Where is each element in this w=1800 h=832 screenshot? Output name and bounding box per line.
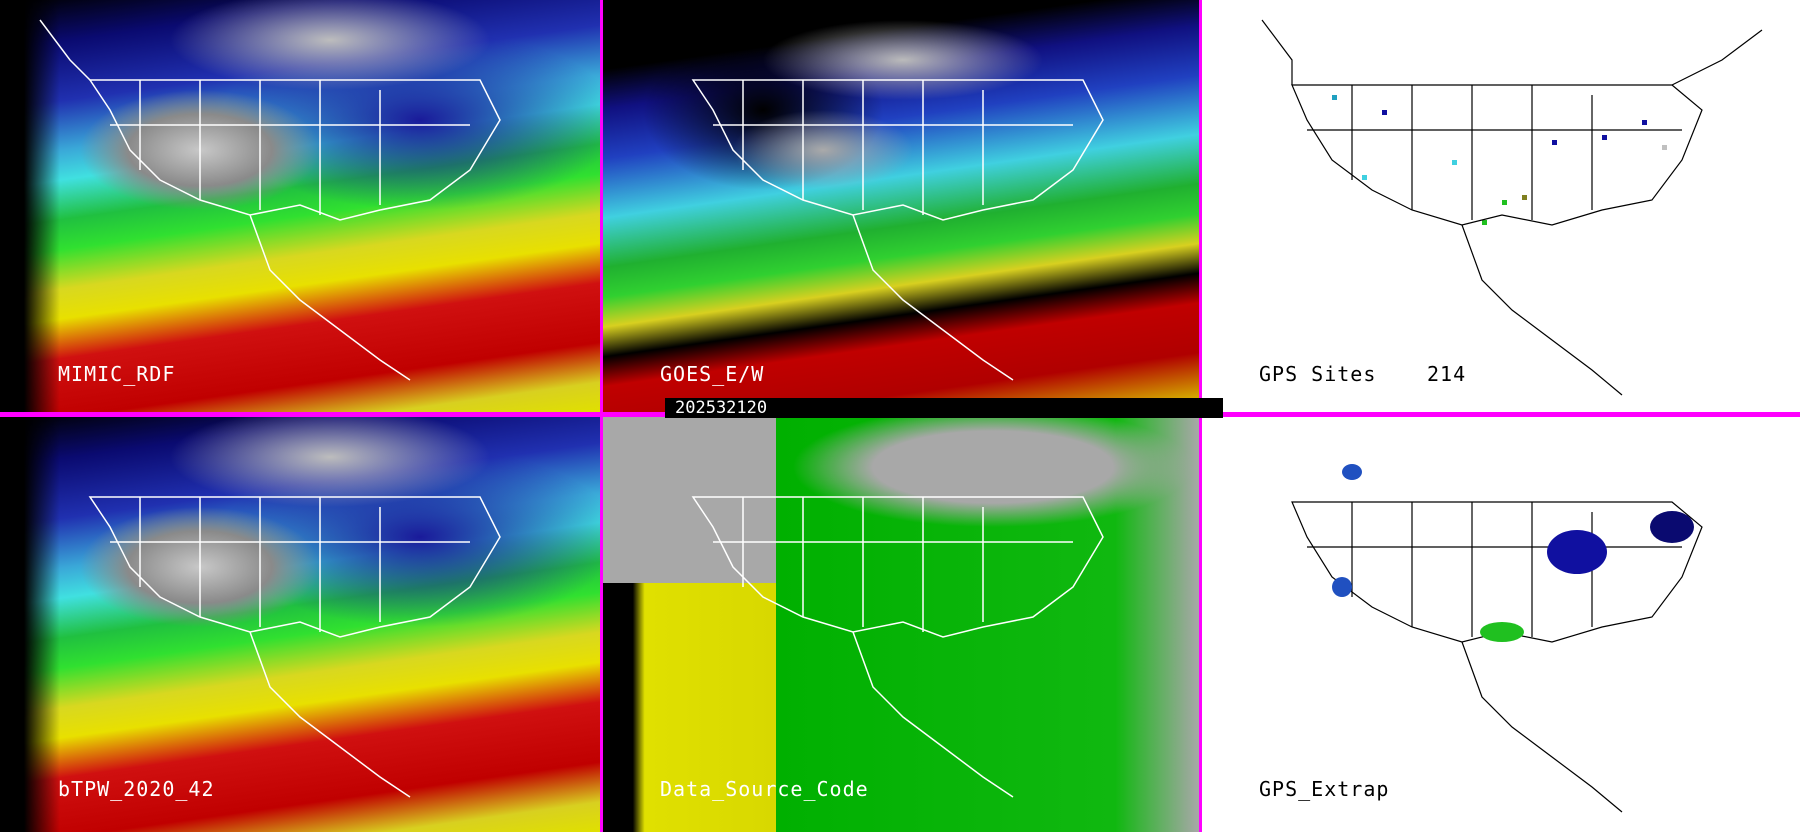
panel-label: GOES_E/W bbox=[660, 362, 765, 386]
map-outline bbox=[1261, 19, 1763, 396]
panel-label: GPS Sites bbox=[1259, 362, 1377, 386]
gps-site-marker bbox=[1502, 200, 1507, 205]
gps-site-marker bbox=[1482, 220, 1487, 225]
gps-site-marker bbox=[1332, 95, 1337, 100]
gps-site-marker bbox=[1522, 195, 1527, 200]
gps-site-marker bbox=[1602, 135, 1607, 140]
panel-label: MIMIC_RDF bbox=[58, 362, 176, 386]
timestamp-bar: 202532120 bbox=[665, 398, 1223, 418]
panel-gps-extrap: GPS_Extrap bbox=[1202, 417, 1800, 832]
extrapolated-patches bbox=[1332, 464, 1694, 642]
map-outline bbox=[88, 496, 501, 798]
map-outline bbox=[39, 19, 501, 381]
gps-site-marker bbox=[1642, 120, 1647, 125]
panel-gps-sites: GPS Sites 214 bbox=[1202, 0, 1800, 412]
panel-label: bTPW_2020_42 bbox=[58, 777, 215, 801]
gps-site-count: 214 bbox=[1427, 362, 1467, 386]
panel-label: GPS_Extrap bbox=[1259, 777, 1390, 801]
panel-label: Data_Source_Code bbox=[660, 777, 869, 801]
gps-site-marker bbox=[1452, 160, 1457, 165]
divider-vertical bbox=[600, 0, 603, 832]
panel-btpw: bTPW_2020_42 bbox=[0, 417, 600, 832]
gps-site-marker bbox=[1552, 140, 1557, 145]
panel-data-source-code: Data_Source_Code bbox=[603, 417, 1199, 832]
timestamp: 202532120 bbox=[675, 398, 768, 418]
panel-mimic-rdf: MIMIC_RDF bbox=[0, 0, 600, 412]
panel-goes-e-w: GOES_E/W bbox=[603, 0, 1199, 412]
gps-site-marker bbox=[1362, 175, 1367, 180]
map-outline bbox=[1291, 464, 1703, 813]
gps-site-marker bbox=[1382, 110, 1387, 115]
gps-site-marker bbox=[1662, 145, 1667, 150]
map-outline bbox=[691, 496, 1104, 798]
map-outline bbox=[691, 79, 1104, 381]
